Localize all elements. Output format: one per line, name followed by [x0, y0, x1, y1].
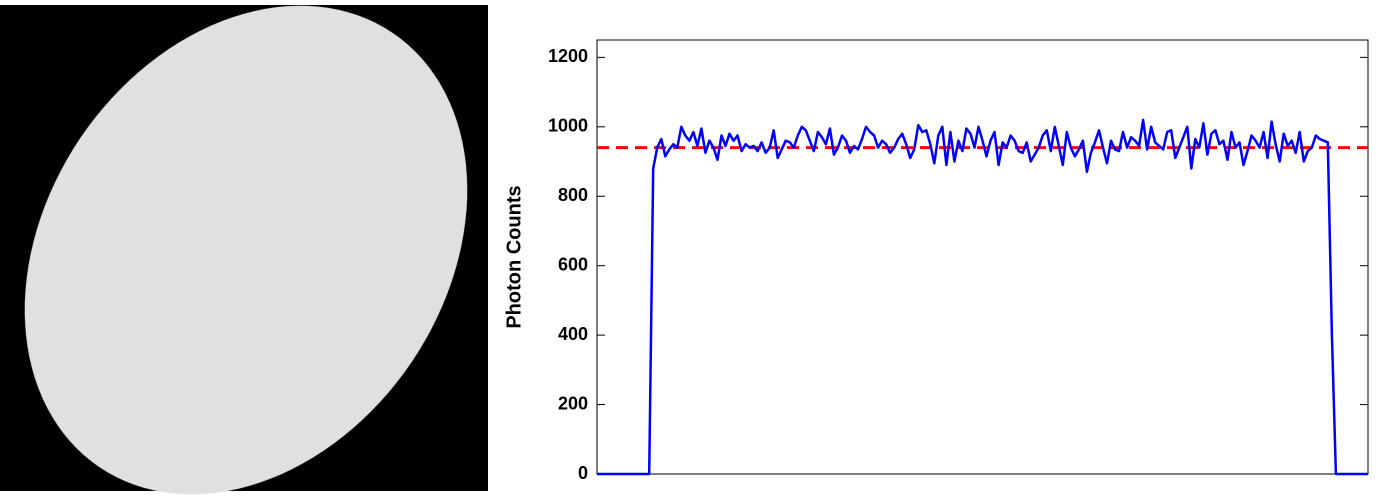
y-tick-label: 1000 — [548, 116, 588, 136]
plot: 0 200 400 600 800 1000 1200 — [548, 46, 1368, 483]
y-tick-label: 200 — [558, 393, 588, 413]
y-tick-label: 1200 — [548, 46, 588, 66]
y-tick-label: 400 — [558, 324, 588, 344]
y-axis-label: Photon Counts — [503, 185, 525, 328]
plot-area — [596, 39, 1369, 475]
y-tick-label: 0 — [578, 463, 588, 483]
y-tick-label: 800 — [558, 185, 588, 205]
data-line — [597, 118, 1368, 476]
y-tick-label: 600 — [558, 254, 588, 274]
image-ellipse — [24, 5, 468, 495]
